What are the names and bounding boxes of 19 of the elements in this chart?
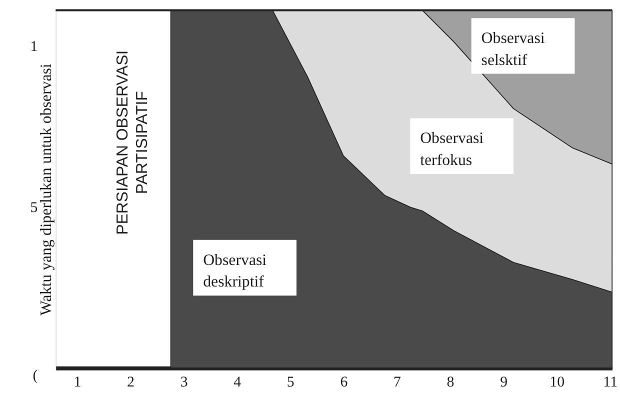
y-axis-title: Waktu yang diperlukan untuk observasi <box>38 63 56 316</box>
annotation: PERSIAPAN OBSERVASI PARTISIPATIF <box>114 50 152 235</box>
x-tick-label: 9 <box>500 374 508 390</box>
series-label: Observasi selsktif <box>481 30 546 69</box>
x-tick-label: 10 <box>550 374 565 390</box>
series-label: Observasi deskriptif <box>203 252 268 291</box>
x-tick-label: 8 <box>446 374 454 390</box>
x-tick-label: 6 <box>340 374 348 390</box>
x-tick-label: 1 <box>74 374 82 390</box>
x-tick-label: 7 <box>394 374 402 390</box>
x-tick-label: 2 <box>127 374 134 390</box>
x-tick-label: 5 <box>286 374 294 390</box>
text: 5 <box>30 200 38 216</box>
series-label: Observasi terfokus <box>420 130 484 170</box>
text: 1 <box>30 38 38 55</box>
x-tick-label: 4 <box>234 374 242 390</box>
x-tick-label: 11 <box>603 374 618 390</box>
text: ( <box>32 368 38 384</box>
x-tick-label: 3 <box>180 374 188 390</box>
